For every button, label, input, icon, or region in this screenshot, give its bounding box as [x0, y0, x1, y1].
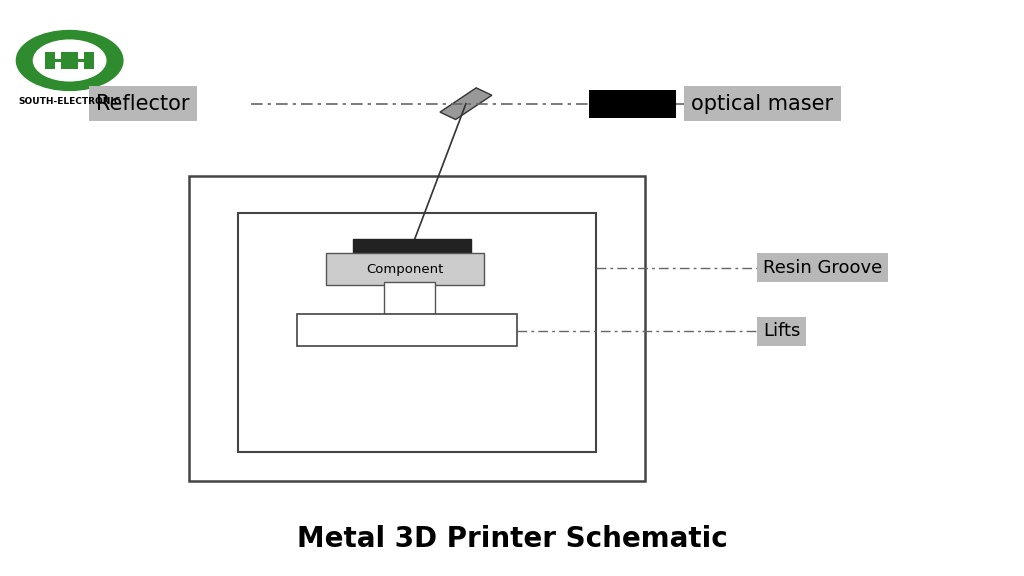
FancyBboxPatch shape [238, 213, 596, 452]
FancyBboxPatch shape [45, 52, 55, 69]
Text: Lifts: Lifts [763, 322, 800, 340]
FancyBboxPatch shape [326, 253, 484, 285]
Text: Reflector: Reflector [96, 94, 189, 113]
FancyBboxPatch shape [189, 176, 645, 481]
Circle shape [16, 31, 123, 90]
FancyBboxPatch shape [84, 52, 94, 69]
Text: Metal 3D Printer Schematic: Metal 3D Printer Schematic [297, 525, 727, 552]
FancyBboxPatch shape [353, 239, 471, 256]
FancyBboxPatch shape [45, 59, 69, 62]
Circle shape [34, 40, 105, 81]
FancyBboxPatch shape [589, 90, 676, 118]
Text: Resin Groove: Resin Groove [763, 259, 882, 277]
Text: Component: Component [367, 263, 443, 276]
Bar [440, 88, 492, 119]
FancyBboxPatch shape [384, 282, 435, 314]
FancyBboxPatch shape [297, 314, 517, 346]
FancyBboxPatch shape [69, 59, 92, 62]
FancyBboxPatch shape [60, 52, 71, 69]
Text: SOUTH-ELECTRONIC: SOUTH-ELECTRONIC [18, 97, 121, 107]
Text: optical maser: optical maser [691, 94, 834, 113]
FancyBboxPatch shape [69, 52, 79, 69]
